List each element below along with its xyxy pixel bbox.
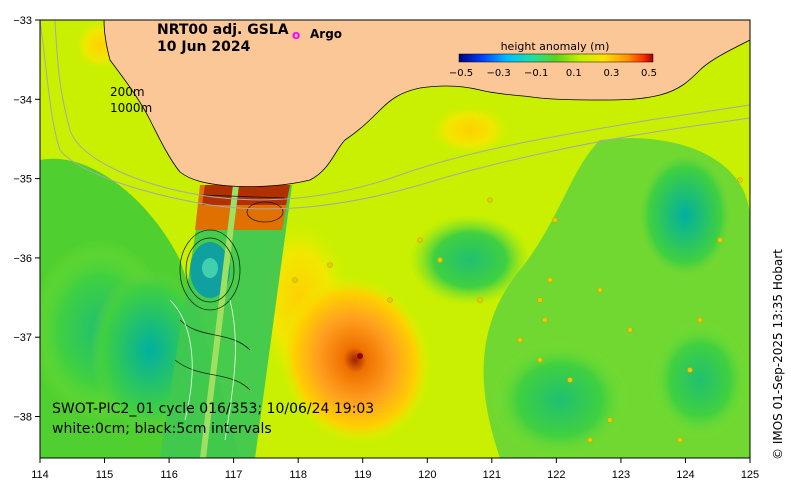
colorbar-title: height anomaly (m) (501, 40, 610, 53)
y-tick-label: −34 (13, 94, 32, 106)
x-tick-label: 122 (547, 469, 565, 481)
y-tick-label: −33 (13, 15, 32, 27)
x-axis: 114 115 116 117 118 119 120 121 122 123 124 125 (31, 458, 759, 481)
swot-contour-info: white:0cm; black:5cm intervals (52, 421, 272, 437)
x-tick-label: 125 (741, 469, 759, 481)
x-tick-label: 120 (418, 469, 436, 481)
x-tick-label: 115 (96, 469, 114, 481)
x-tick-label: 114 (31, 469, 49, 481)
y-tick-label: −35 (13, 174, 32, 186)
map-date: 10 Jun 2024 (157, 39, 251, 55)
x-tick-label: 119 (354, 469, 372, 481)
imos-credit: © IMOS 01-Sep-2025 13:35 Hobart (771, 249, 785, 460)
colorbar-tick-label: 0.5 (641, 68, 657, 79)
map-title: NRT00 adj. GSLA (157, 22, 289, 38)
x-tick-label: 124 (676, 469, 694, 481)
x-tick-label: 118 (289, 469, 307, 481)
y-tick-label: −37 (13, 332, 32, 344)
swot-pass-label: SWOT-PIC2_01 cycle 016/353; 10/06/24 19:… (52, 401, 374, 417)
colorbar-tick-label: 0.1 (566, 68, 582, 79)
colorbar (458, 53, 654, 63)
x-tick-label: 116 (160, 469, 178, 481)
argo-legend-label: Argo (310, 27, 342, 41)
colorbar-tick-label: −0.1 (524, 68, 548, 79)
plot-frame (39, 19, 751, 459)
x-tick-label: 123 (612, 469, 630, 481)
x-tick-label: 117 (225, 469, 243, 481)
colorbar-legend: height anomaly (m) −0.5 −0.3 −0.1 0.1 0.3 0.5 (449, 40, 657, 79)
colorbar-tick-label: −0.5 (449, 68, 473, 79)
contour-1000m-label: 1000m (110, 101, 152, 115)
y-tick-label: −38 (13, 412, 32, 424)
contour-200m-label: 200m (110, 85, 145, 99)
colorbar-tick-label: −0.3 (486, 68, 510, 79)
colorbar-tick-label: 0.3 (603, 68, 619, 79)
argo-floats (292, 177, 743, 458)
argo-legend-icon: o (292, 28, 300, 42)
y-tick-label: −36 (13, 253, 32, 265)
y-axis: −33 −34 −35 −36 −37 −38 (13, 15, 40, 424)
x-tick-label: 121 (483, 469, 501, 481)
